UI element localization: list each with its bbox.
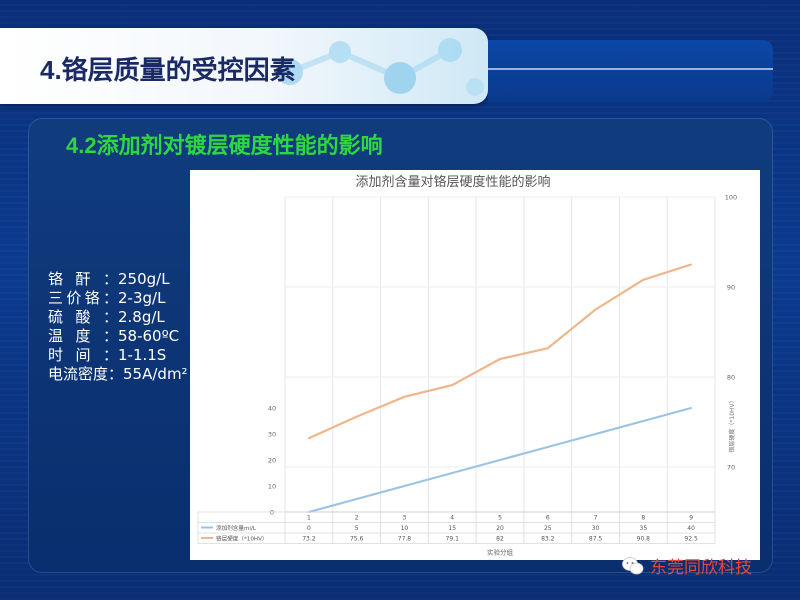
param-value: 250g/L	[118, 270, 170, 288]
process-parameters: 铬酐： 250g/L 三价铬： 2-3g/L 硫酸： 2.8g/L 温度： 58-60º…	[48, 270, 188, 384]
x-tick-label: 4	[450, 515, 454, 522]
right-axis: 70 80 90 100	[725, 194, 737, 472]
data-label: 87.5	[589, 536, 603, 543]
data-label: 25	[544, 525, 552, 532]
section-title: 4.2添加剂对镀层硬度性能的影响	[66, 133, 383, 158]
data-label: 82	[496, 536, 504, 543]
param-value: 55A/dm²	[123, 365, 188, 383]
data-point	[594, 433, 597, 435]
data-label: 35	[640, 525, 648, 532]
chart-title: 添加剂含量对铬层硬度性能的影响	[355, 174, 550, 189]
param-value: 2-3g/L	[118, 289, 166, 307]
x-axis-label: 实验分组	[487, 548, 514, 557]
molecule-decoration-icon	[277, 38, 484, 96]
data-point	[594, 308, 597, 311]
right-tick-label: 70	[727, 464, 735, 472]
data-label: 10	[401, 525, 409, 532]
data-label: 77.8	[398, 536, 412, 543]
data-point	[355, 498, 358, 500]
x-tick-label: 9	[689, 515, 693, 522]
legend-label: 添加剂含量ml/L	[216, 524, 257, 532]
chart-frame: 添加剂含量对铬层硬度性能的影响 0 10 20 30 40 70 80 90 100 铬层硬度…	[190, 170, 760, 560]
x-tick-label: 5	[498, 515, 502, 522]
param-label: 电流密度：	[48, 365, 124, 383]
data-point	[307, 437, 310, 440]
data-label: 75.6	[350, 536, 364, 543]
data-label: 40	[687, 525, 695, 532]
data-table: 1 2 3 4 5 6 7 8 9 添加剂含量ml/L 0 5 10 15 20 25 30 35 40 铬层硬度（*…	[197, 511, 716, 544]
title-banner-extension	[488, 40, 773, 102]
param-label: 时间：	[48, 346, 118, 364]
data-point	[403, 485, 406, 487]
right-tick-label: 100	[725, 194, 737, 202]
left-tick-label: 0	[270, 509, 274, 517]
param-value: 2.8g/L	[118, 308, 165, 326]
data-label: 0	[307, 525, 311, 532]
data-label: 90.8	[637, 536, 651, 543]
param-label: 温度：	[48, 327, 118, 345]
x-tick-label: 8	[641, 515, 645, 522]
data-label: 79.1	[446, 536, 460, 543]
x-tick-label: 3	[403, 515, 407, 522]
data-point	[546, 446, 549, 448]
x-tick-label: 7	[594, 515, 598, 522]
data-point	[355, 415, 358, 418]
data-label: 20	[496, 525, 504, 532]
data-point	[499, 459, 501, 461]
data-point	[642, 278, 645, 281]
param-row: 硫酸： 2.8g/L	[48, 308, 188, 327]
x-tick-label: 1	[307, 515, 311, 522]
param-value: 1-1.1S	[118, 346, 167, 364]
data-point	[690, 407, 693, 409]
data-label: 30	[592, 525, 600, 532]
param-label: 铬酐：	[48, 270, 118, 288]
param-row: 时间： 1-1.1S	[48, 346, 188, 365]
right-tick-label: 80	[727, 374, 735, 382]
data-label: 5	[355, 525, 359, 532]
data-point	[403, 395, 406, 398]
data-point	[451, 472, 454, 474]
param-label: 硫酸：	[48, 308, 118, 326]
data-label: 83.2	[541, 536, 555, 543]
series-lines	[307, 263, 693, 514]
param-label: 三价铬：	[48, 289, 118, 307]
right-tick-label: 90	[727, 284, 735, 292]
title-banner	[0, 28, 488, 104]
data-point	[499, 358, 501, 360]
param-row: 温度： 58-60ºC	[48, 327, 188, 346]
right-axis-label: 铬层硬度（*10HV）	[728, 397, 736, 452]
left-axis: 0 10 20 30 40	[268, 405, 276, 517]
data-label: 73.2	[302, 536, 316, 543]
x-tick-label: 6	[546, 515, 550, 522]
legend-label: 铬层硬度（*10HV）	[216, 535, 268, 543]
param-row: 铬酐： 250g/L	[48, 270, 188, 289]
left-tick-label: 30	[268, 431, 276, 439]
wechat-icon	[622, 556, 644, 574]
series-line	[308, 263, 692, 440]
data-point	[690, 263, 693, 266]
data-label: 92.5	[684, 536, 698, 543]
watermark: 东莞同欣科技	[622, 553, 752, 578]
left-tick-label: 20	[268, 457, 276, 465]
param-row: 电流密度： 55A/dm²	[48, 365, 188, 384]
data-point	[451, 384, 454, 386]
param-value: 58-60ºC	[118, 327, 180, 345]
x-tick-label: 2	[355, 515, 359, 522]
plot-grid	[284, 196, 716, 513]
watermark-text: 东莞同欣科技	[650, 558, 752, 578]
left-tick-label: 40	[268, 405, 276, 413]
left-tick-label: 10	[268, 483, 276, 491]
data-point	[642, 420, 645, 422]
data-label: 15	[448, 525, 456, 532]
page-title: 4.铬层质量的受控因素	[40, 55, 296, 85]
param-row: 三价铬： 2-3g/L	[48, 289, 188, 308]
data-point	[546, 347, 549, 350]
